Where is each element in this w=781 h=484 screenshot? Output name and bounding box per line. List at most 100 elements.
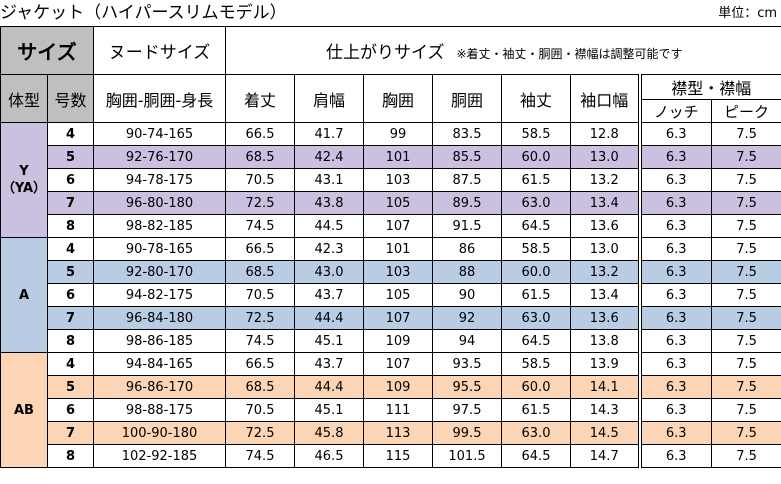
value-cell: 13.4 [570, 283, 640, 307]
value-cell: 68.5 [225, 375, 295, 399]
value-cell: 74.5 [225, 214, 295, 238]
notch-cell: 6.3 [637, 260, 712, 284]
value-cell: 111 [363, 398, 433, 422]
value-cell: 101.5 [432, 444, 502, 468]
value-cell: 72.5 [225, 421, 295, 445]
value-cell: 58.5 [501, 122, 571, 146]
size-header: サイズ [0, 26, 94, 75]
value-cell: 97.5 [432, 398, 502, 422]
notch-cell: 6.3 [637, 283, 712, 307]
value-cell: 94 [432, 329, 502, 353]
nude-size-cell: 90-74-165 [93, 122, 226, 146]
table-row: 7 100-90-180 72.5 45.8 113 99.5 63.0 14.5 6.3 7.5 [1, 421, 781, 445]
value-cell: 99.5 [432, 421, 502, 445]
value-cell: 101 [363, 145, 433, 169]
notch-cell: 6.3 [637, 145, 712, 169]
column-header: 肩幅 [294, 74, 364, 123]
value-cell: 63.0 [501, 421, 571, 445]
measure-header: 胸囲-胴囲-身長 [93, 74, 226, 123]
size-no-cell: 4 [47, 237, 94, 261]
peak-cell: 7.5 [710, 329, 781, 353]
nude-size-cell: 98-88-175 [93, 398, 226, 422]
size-table: サイズ ヌードサイズ 仕上がりサイズ ※着丈・袖丈・胴囲・襟幅は調整可能です 体型… [0, 26, 781, 468]
value-cell: 14.1 [570, 375, 640, 399]
size-no-cell: 8 [47, 329, 94, 353]
value-cell: 83.5 [432, 122, 502, 146]
value-cell: 41.7 [294, 122, 364, 146]
value-cell: 61.5 [501, 283, 571, 307]
size-no-cell: 6 [47, 168, 94, 192]
value-cell: 13.2 [570, 168, 640, 192]
value-cell: 43.1 [294, 168, 364, 192]
value-cell: 12.8 [570, 122, 640, 146]
size-no-cell: 5 [47, 260, 94, 284]
size-no-cell: 6 [47, 398, 94, 422]
value-cell: 13.8 [570, 329, 640, 353]
value-cell: 72.5 [225, 306, 295, 330]
notch-cell: 6.3 [637, 375, 712, 399]
value-cell: 92 [432, 306, 502, 330]
value-cell: 58.5 [501, 352, 571, 376]
value-cell: 70.5 [225, 168, 295, 192]
table-row: 5 92-80-170 68.5 43.0 103 88 60.0 13.2 6.3 7.5 [1, 260, 781, 284]
value-cell: 42.3 [294, 237, 364, 261]
value-cell: 113 [363, 421, 433, 445]
table-row: 6 94-78-175 70.5 43.1 103 87.5 61.5 13.2 6.3 7.5 [1, 168, 781, 192]
value-cell: 43.7 [294, 283, 364, 307]
size-no-cell: 5 [47, 145, 94, 169]
table-row: 7 96-80-180 72.5 43.8 105 89.5 63.0 13.4 6.3 7.5 [1, 191, 781, 215]
value-cell: 14.3 [570, 398, 640, 422]
notch-cell: 6.3 [637, 329, 712, 353]
value-cell: 46.5 [294, 444, 364, 468]
value-cell: 44.5 [294, 214, 364, 238]
value-cell: 13.0 [570, 237, 640, 261]
value-cell: 107 [363, 352, 433, 376]
peak-cell: 7.5 [710, 260, 781, 284]
notch-cell: 6.3 [637, 398, 712, 422]
value-cell: 66.5 [225, 352, 295, 376]
size-no-cell: 8 [47, 444, 94, 468]
value-cell: 107 [363, 214, 433, 238]
table-row: 6 94-82-175 70.5 43.7 105 90 61.5 13.4 6.3 7.5 [1, 283, 781, 307]
value-cell: 13.6 [570, 214, 640, 238]
value-cell: 115 [363, 444, 433, 468]
size-no-cell: 4 [47, 122, 94, 146]
nude-size-cell: 100-90-180 [93, 421, 226, 445]
nude-size-header: ヌードサイズ [93, 26, 226, 75]
notch-cell: 6.3 [637, 168, 712, 192]
value-cell: 72.5 [225, 191, 295, 215]
notch-cell: 6.3 [637, 237, 712, 261]
notch-cell: 6.3 [637, 122, 712, 146]
value-cell: 93.5 [432, 352, 502, 376]
peak-cell: 7.5 [710, 352, 781, 376]
nude-size-cell: 98-86-185 [93, 329, 226, 353]
lapel-group-header: 襟型・襟幅 [637, 74, 781, 100]
peak-cell: 7.5 [710, 306, 781, 330]
value-cell: 44.4 [294, 306, 364, 330]
table-row: 7 96-84-180 72.5 44.4 107 92 63.0 13.6 6.3 7.5 [1, 306, 781, 330]
nude-size-cell: 94-78-175 [93, 168, 226, 192]
value-cell: 63.0 [501, 191, 571, 215]
value-cell: 13.4 [570, 191, 640, 215]
value-cell: 14.7 [570, 444, 640, 468]
nude-size-cell: 90-78-165 [93, 237, 226, 261]
nude-size-cell: 102-92-185 [93, 444, 226, 468]
value-cell: 91.5 [432, 214, 502, 238]
page-title: ジャケット（ハイパースリムモデル） [0, 3, 287, 23]
lapel-notch-header: ノッチ [637, 99, 712, 123]
nude-size-cell: 96-84-180 [93, 306, 226, 330]
value-cell: 85.5 [432, 145, 502, 169]
nude-size-cell: 98-82-185 [93, 214, 226, 238]
nude-size-cell: 92-76-170 [93, 145, 226, 169]
value-cell: 74.5 [225, 329, 295, 353]
value-cell: 43.8 [294, 191, 364, 215]
table-row: 5 96-86-170 68.5 44.4 109 95.5 60.0 14.1 6.3 7.5 [1, 375, 781, 399]
body-type-cell: AB [0, 352, 48, 468]
value-cell: 88 [432, 260, 502, 284]
size-no-cell: 7 [47, 306, 94, 330]
size-no-cell: 7 [47, 191, 94, 215]
column-header: 胴囲 [432, 74, 502, 123]
value-cell: 103 [363, 260, 433, 284]
value-cell: 43.7 [294, 352, 364, 376]
value-cell: 61.5 [501, 168, 571, 192]
